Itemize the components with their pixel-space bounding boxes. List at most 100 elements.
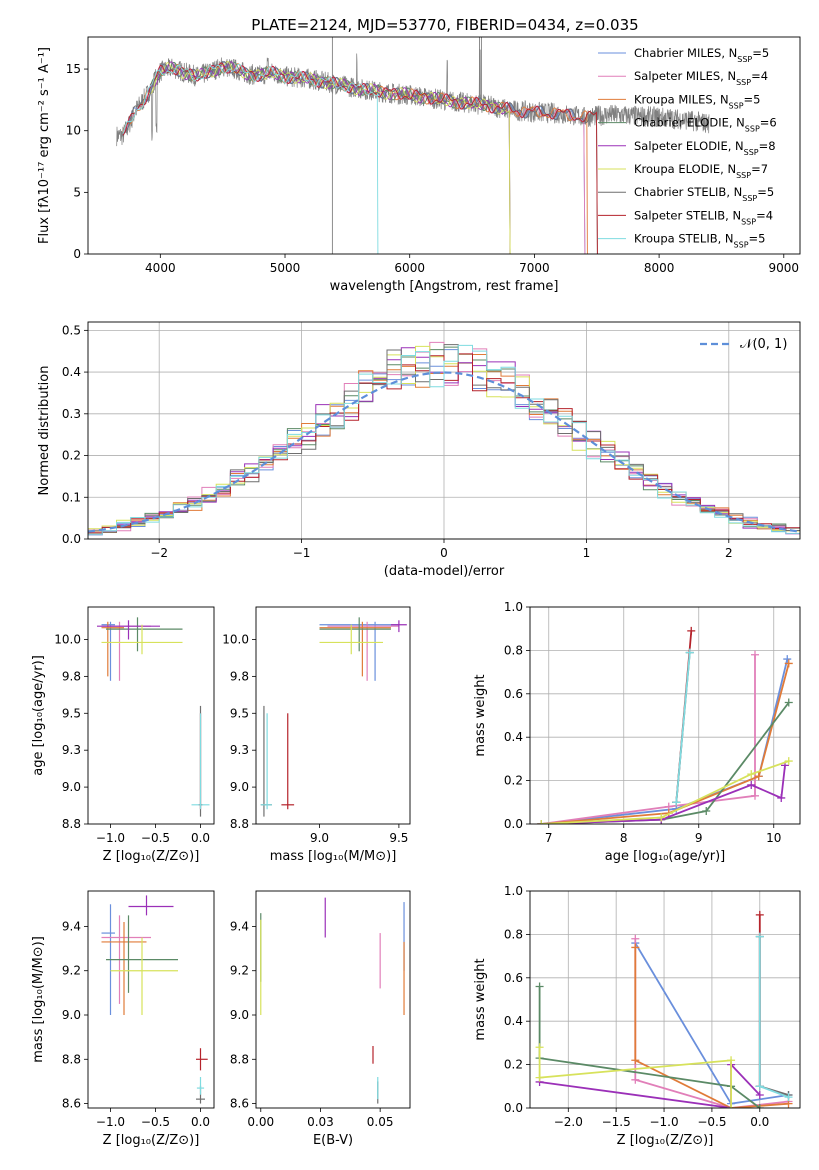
mass-vs-ebv-plot-area — [260, 897, 405, 1104]
age-vs-z-y-tick-label: 9.8 — [62, 669, 81, 683]
series-line-chabrier-elodie — [541, 701, 790, 824]
mass-vs-ebv-y-tick-label: 8.6 — [230, 1097, 249, 1111]
mass-vs-z-x-axis-label: Z [log₁₀(Z/Z⊙)] — [103, 1133, 200, 1148]
residuals-x-tick-label: 2 — [725, 546, 733, 560]
weight-vs-age-x-tick-label: 9 — [695, 831, 703, 845]
series-line-kroupa-elodie — [541, 760, 790, 824]
legend-entry: Chabrier STELIB, NSSP=5 — [634, 185, 774, 203]
weight-vs-z-x-tick-label: −1.0 — [649, 1115, 678, 1129]
model-line-chabrier-miles — [122, 61, 586, 254]
residuals-y-axis-label: Normed distribution — [37, 366, 52, 496]
weight-vs-age-frame — [529, 606, 801, 825]
point-marker-salpeter-elodie — [777, 793, 786, 802]
age-vs-mass-x-tick-label: 9.0 — [310, 831, 329, 845]
normal-distribution-curve — [88, 371, 800, 533]
weight-vs-z-x-tick-label: −0.5 — [697, 1115, 726, 1129]
point-marker-kroupa-elodie — [535, 1073, 544, 1082]
point-marker-kroupa-stelib — [755, 932, 764, 941]
series-line-kroupa-elodie — [538, 1047, 732, 1108]
model-line-kroupa-elodie — [147, 61, 511, 254]
weight-vs-age-x-tick-label: 10 — [766, 831, 781, 845]
weight-vs-age-y-tick-label: 0.6 — [504, 687, 523, 701]
series-line-salpeter-miles — [541, 654, 756, 824]
weight-vs-age-x-tick-label: 7 — [545, 831, 553, 845]
age-vs-mass-y-tick-label: 9.0 — [230, 780, 249, 794]
point-marker-kroupa-stelib — [672, 798, 681, 807]
spectrum-x-tick-label: 8000 — [644, 261, 675, 275]
weight-vs-z-y-tick-label: 1.0 — [504, 884, 523, 898]
series-line-chabrier-stelib — [758, 936, 789, 1096]
spectrum-legend: Chabrier MILES, NSSP=5 Salpeter MILES, NS… — [598, 46, 777, 249]
point-marker-salpeter-miles — [631, 934, 640, 943]
weight-vs-z-panel: −2.0 −1.5 −1.0 −0.5 0.0 0.0 0.2 0.4 0.6 0.8 1.0 Z [… — [473, 884, 801, 1148]
spectrum-y-tick-label: 0 — [73, 247, 81, 261]
legend-entry: Kroupa STELIB, NSSP=5 — [634, 232, 765, 250]
age-vs-mass-y-tick-label: 9.8 — [230, 669, 249, 683]
point-marker-kroupa-miles — [784, 659, 793, 668]
weight-vs-z-frame — [529, 890, 801, 1109]
point-marker-salpeter-elodie — [747, 780, 756, 789]
point-marker-kroupa-miles — [631, 943, 640, 952]
series-line-kroupa-stelib — [758, 936, 789, 1099]
model-line-salpeter-stelib — [122, 62, 598, 254]
mass-vs-z-y-axis-label: mass [log₁₀(M/M⊙)] — [31, 936, 46, 1063]
mass-vs-ebv-x-tick-label: 0.00 — [247, 1115, 274, 1129]
point-marker-chabrier-miles — [783, 655, 792, 664]
spectrum-panel: 4000 5000 6000 7000 8000 9000 0 5 10 15 wavelength… — [37, 36, 801, 294]
age-vs-mass-frame — [255, 606, 411, 825]
residuals-x-tick-label: −2 — [150, 546, 168, 560]
mass-vs-z-x-tick-label: −0.5 — [141, 1115, 170, 1129]
age-vs-z-y-tick-label: 8.8 — [62, 817, 81, 831]
weight-vs-age-y-tick-label: 0.4 — [504, 730, 523, 744]
spectrum-x-axis-label: wavelength [Angstrom, rest frame] — [330, 279, 559, 294]
point-marker-kroupa-elodie — [535, 1043, 544, 1052]
legend-entry: 𝒩(0, 1) — [740, 337, 787, 352]
legend-entry: Salpeter MILES, NSSP=4 — [634, 69, 768, 87]
weight-vs-age-grid — [530, 606, 800, 825]
point-marker-chabrier-elodie — [535, 982, 544, 991]
mass-vs-z-y-tick-label: 9.2 — [62, 964, 81, 978]
mass-vs-z-x-tick-label: −1.0 — [96, 1115, 125, 1129]
age-vs-z-x-tick-label: −0.5 — [141, 831, 170, 845]
point-marker-salpeter-stelib — [755, 910, 764, 919]
spectrum-x-tick-label: 9000 — [769, 261, 800, 275]
age-vs-z-x-axis-label: Z [log₁₀(Z/Z⊙)] — [103, 849, 200, 864]
point-marker-kroupa-stelib — [685, 648, 694, 657]
mass-vs-ebv-frame — [255, 890, 411, 1109]
mass-vs-z-y-tick-label: 9.0 — [62, 1008, 81, 1022]
age-vs-z-x-tick-label: 0.0 — [191, 831, 210, 845]
legend-entry: Salpeter ELODIE, NSSP=8 — [634, 139, 776, 157]
age-vs-mass-x-tick-label: 9.5 — [389, 831, 408, 845]
point-marker-kroupa-elodie — [747, 770, 756, 779]
point-marker-kroupa-elodie — [537, 820, 546, 824]
age-vs-z-panel: −1.0 −0.5 0.0 8.8 9.0 9.3 9.5 9.8 10.0 Z [log₁₀(Z… — [31, 606, 215, 864]
weight-vs-age-y-tick-label: 1.0 — [504, 600, 523, 614]
residuals-y-tick-label: 0.1 — [62, 490, 81, 504]
residuals-y-tick-label: 0.2 — [62, 449, 81, 463]
spectrum-x-tick-label: 6000 — [394, 261, 425, 275]
model-line-chabrier-elodie — [147, 61, 511, 254]
weight-vs-age-y-tick-label: 0.0 — [504, 817, 523, 831]
spectrum-x-tick-label: 7000 — [519, 261, 550, 275]
age-vs-mass-y-tick-label: 10.0 — [222, 632, 249, 646]
age-vs-mass-panel: 9.0 9.5 8.8 9.0 9.3 9.5 9.8 10.0 mass [log₁₀(M/M… — [222, 606, 411, 864]
residuals-plot-area — [88, 341, 800, 539]
age-vs-mass-x-axis-label: mass [log₁₀(M/M⊙)] — [270, 849, 397, 864]
point-marker-kroupa-elodie — [727, 1104, 736, 1108]
age-vs-mass-y-tick-label: 8.8 — [230, 817, 249, 831]
weight-vs-z-plot-area — [535, 910, 793, 1108]
mass-vs-z-y-tick-label: 8.8 — [62, 1052, 81, 1066]
point-marker-kroupa-stelib — [784, 1093, 793, 1102]
spectrum-y-axis-label: Flux [fλ10⁻¹⁷ erg cm⁻² s⁻¹ A⁻¹] — [37, 47, 52, 244]
model-line-salpeter-elodie — [147, 61, 511, 254]
point-marker-chabrier-elodie — [784, 698, 793, 707]
point-marker-kroupa-elodie — [657, 813, 666, 822]
mass-vs-z-y-tick-label: 8.6 — [62, 1097, 81, 1111]
residuals-x-tick-label: 0 — [440, 546, 448, 560]
point-marker-salpeter-elodie — [755, 1090, 764, 1099]
residuals-x-tick-label: 1 — [583, 546, 591, 560]
point-marker-chabrier-elodie — [702, 806, 711, 815]
residuals-x-axis-label: (data-model)/error — [384, 564, 505, 579]
residuals-panel: −2 −1 0 1 2 0.0 0.1 0.2 0.3 0.4 0.5 (data-model)/er… — [37, 321, 801, 579]
weight-vs-z-x-axis-label: Z [log₁₀(Z/Z⊙)] — [617, 1133, 714, 1148]
